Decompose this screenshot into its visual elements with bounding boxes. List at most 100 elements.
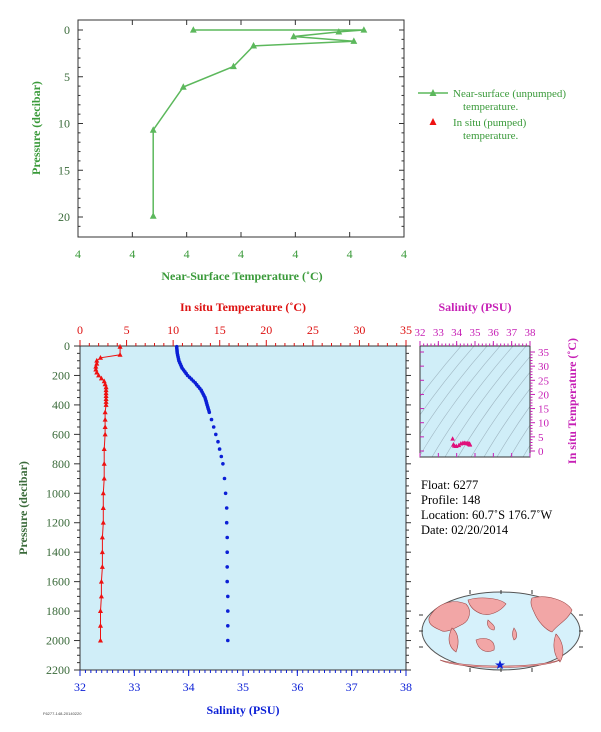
near-surface-temperature-point <box>230 62 237 70</box>
ts-y-tick-label: 15 <box>538 404 550 416</box>
temperature-point <box>102 431 108 437</box>
top-series <box>149 26 368 219</box>
profile-date: Date: 02/20/2014 <box>421 523 509 537</box>
temp-tick-label: 15 <box>214 323 226 337</box>
top-y-ticks: 0 5 10 15 20 <box>58 23 404 227</box>
temp-tick-label: 20 <box>260 323 272 337</box>
salinity-point <box>223 491 228 496</box>
near-surface-temperature-point <box>360 26 368 33</box>
near-surface-temperature-chart: 0 5 10 15 20 4 4 4 4 4 4 4 Pressure (decibar) Near… <box>29 19 566 283</box>
salinity-tick-label: 32 <box>74 680 86 694</box>
temperature-point <box>100 519 106 525</box>
temp-tick-label: 5 <box>124 323 130 337</box>
top-y-tick-label: 15 <box>58 163 70 177</box>
top-x-tick-label: 4 <box>129 247 135 261</box>
top-x-ticks: 4 4 4 4 4 4 4 <box>75 20 407 261</box>
salinity-point <box>211 425 216 429</box>
salinity-point <box>224 520 229 525</box>
temperature-point <box>97 637 104 643</box>
top-x-tick-label: 4 <box>347 247 353 261</box>
density-contour <box>509 424 530 457</box>
near-surface-temperature-point <box>250 42 257 49</box>
temperature-point <box>98 593 104 599</box>
salinity-point <box>221 462 225 466</box>
near-surface-temperature-line <box>152 29 364 217</box>
salinity-point <box>225 550 229 554</box>
salinity-tick-label: 35 <box>237 680 249 694</box>
temperature-point <box>103 384 109 390</box>
ts-points <box>450 436 473 449</box>
temperature-point <box>98 578 104 584</box>
pressure-tick-label: 400 <box>52 398 70 412</box>
top-x-tick-label: 4 <box>238 247 244 261</box>
pressure-tick-label: 200 <box>52 368 70 382</box>
temperature-point <box>99 534 105 540</box>
salinity-point <box>226 624 230 628</box>
top-x-tick-label: 4 <box>401 247 407 261</box>
salinity-tick-label: 33 <box>128 680 140 694</box>
temp-tick-label: 35 <box>400 323 412 337</box>
ts-point <box>467 442 473 447</box>
ts-x-tick-label: 32 <box>415 327 426 339</box>
legend-unpumped-line2: temperature. <box>463 101 519 113</box>
temperature-point <box>97 354 104 360</box>
profile-marks <box>93 343 230 643</box>
temperature-point <box>117 343 123 349</box>
temperature-point <box>102 424 108 429</box>
near-surface-temperature-point <box>149 212 157 219</box>
density-contour <box>431 346 514 457</box>
salinity-point <box>224 506 229 510</box>
temperature-point <box>94 369 100 375</box>
salinity-point <box>219 454 224 459</box>
salinity-point <box>226 609 230 613</box>
pressure-tick-label: 1400 <box>46 545 70 559</box>
temperature-point <box>97 608 104 614</box>
profile-plot-frame <box>79 345 407 671</box>
pressure-tick-label: 1000 <box>46 486 70 500</box>
near-surface-temperature-point <box>189 26 197 33</box>
density-contour <box>470 371 530 457</box>
salinity-point <box>214 432 218 437</box>
map-ticks <box>419 590 583 672</box>
pressure-tick-label: 2200 <box>46 663 70 677</box>
top-temp-axis-title: In situ Temperature (˚C) <box>180 300 306 314</box>
pressure-tick-label: 800 <box>52 457 70 471</box>
ts-x-tick-label: 38 <box>525 327 537 339</box>
near-surface-temperature-point <box>350 37 358 44</box>
temperature-point <box>99 549 105 555</box>
temperature-point <box>103 396 109 401</box>
salinity-point <box>217 447 222 451</box>
density-contour <box>420 346 475 416</box>
top-plot-frame <box>77 19 405 238</box>
temp-tick-label: 0 <box>77 323 83 337</box>
top-x-tick-label: 4 <box>292 247 298 261</box>
top-y-tick-label: 0 <box>64 23 70 37</box>
ts-x-axis-title: Salinity (PSU) <box>438 300 511 314</box>
top-x-tick-label: 4 <box>184 247 190 261</box>
pressure-tick-label: 1800 <box>46 604 70 618</box>
profile-number: Profile: 148 <box>421 493 481 507</box>
pressure-tick-label: 600 <box>52 427 70 441</box>
density-contour <box>496 405 530 457</box>
pressure-tick-label: 1200 <box>46 516 70 530</box>
legend-red-marker <box>429 118 437 125</box>
temperature-point <box>93 363 99 369</box>
temperature-point <box>103 393 109 399</box>
float-number: Float: 6277 <box>421 478 479 492</box>
legend-green-marker <box>429 89 437 96</box>
float-location-star <box>495 660 505 669</box>
temperature-point <box>103 399 109 404</box>
temperature-point <box>101 461 107 466</box>
temperature-point <box>100 490 106 496</box>
ts-ticks: 32 33 34 35 36 37 38 0 5 10 15 20 25 30 35 <box>415 327 550 458</box>
top-y-tick-label: 20 <box>58 210 70 224</box>
temp-tick-label: 30 <box>353 323 365 337</box>
temperature-point <box>101 446 107 452</box>
top-legend: Near-surface (unpumped) temperature. In … <box>418 88 566 142</box>
salinity-point <box>216 439 220 444</box>
salinity-point <box>207 410 212 415</box>
ts-x-tick-label: 33 <box>433 327 445 339</box>
near-surface-temperature-point <box>290 32 298 40</box>
